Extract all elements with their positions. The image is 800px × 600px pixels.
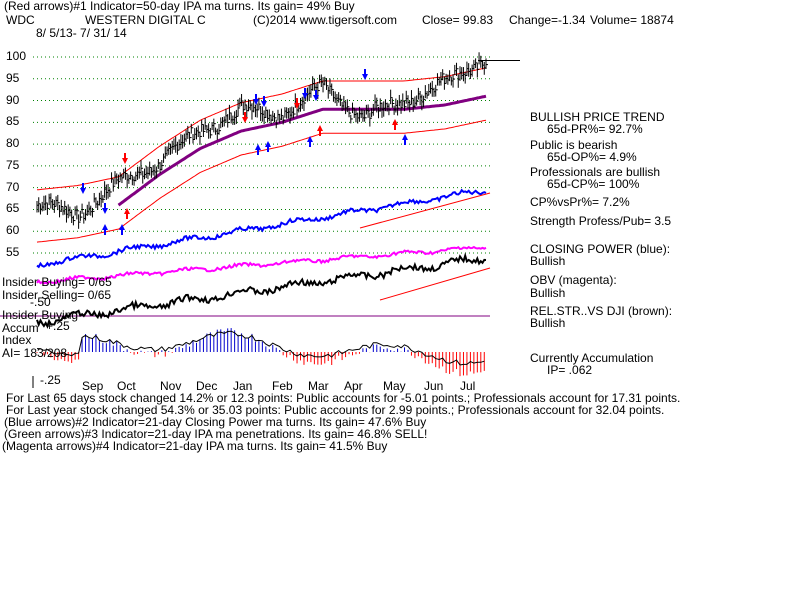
signal-arrow [265, 141, 271, 152]
month-label: Jun [424, 379, 444, 393]
month-label: Jul [460, 379, 476, 393]
y-tick-label: 95 [6, 70, 20, 85]
month-label: Oct [117, 379, 136, 393]
y-tick-label: 55 [6, 245, 20, 259]
trend-label: BULLISH PRICE TREND [530, 110, 665, 124]
y-tick-label: 70 [6, 179, 20, 194]
company-name: WESTERN DIGITAL C [85, 13, 206, 27]
month-label: May [383, 379, 406, 393]
obv-value: Bullish [530, 286, 566, 300]
signal-arrow [242, 112, 248, 123]
signal-arrow [261, 96, 267, 107]
close-value: Close= 99.83 [422, 13, 494, 27]
rs-trendline [379, 267, 491, 301]
y-tick-label: 75 [6, 157, 20, 172]
insider-buying-label: Insider Buying= 0/65 [2, 275, 112, 289]
strength-label: Strength Profess/Pub= 3.5 [530, 214, 672, 228]
header-line1: (Red arrows)#1 Indicator=50-day IPA ma t… [4, 0, 355, 13]
volume-value: Volume= 18874 [590, 13, 674, 27]
signal-arrow [119, 224, 125, 235]
footer-line3: (Blue arrows)#2 Indicator=21-day Closing… [4, 415, 427, 429]
y-tick-label: 85 [6, 114, 20, 129]
month-label: Apr [344, 379, 363, 393]
signal-arrow [402, 134, 408, 145]
footer-line4: (Green arrows)#3 Indicator=21-day IPA ma… [4, 427, 428, 441]
signal-arrow [317, 125, 323, 136]
insider-selling-label: Insider Selling= 0/65 [2, 288, 112, 302]
signal-arrow [362, 69, 368, 80]
accum-ma-line [37, 330, 485, 366]
relstr-value: Bullish [530, 316, 566, 330]
cp-trendline [359, 192, 491, 229]
accumulation-histogram [36, 328, 485, 377]
price-bands [36, 59, 520, 243]
moving-average [117, 94, 487, 207]
signal-arrows [80, 69, 408, 235]
y-tick-label: 100 [6, 49, 27, 63]
month-label: Mar [308, 379, 329, 393]
lower-band [36, 119, 487, 243]
change-value: Change=-1.34 [509, 13, 586, 27]
relstr-label: REL.STR..VS DJI (brown): [530, 304, 673, 318]
month-label: Nov [160, 379, 182, 393]
cpvspr-label: CP%vsPr%= 7.2% [530, 195, 630, 209]
index-label: Index [2, 333, 32, 347]
price-bars [36, 52, 488, 229]
relative-strength-line [36, 252, 487, 329]
signal-arrow [392, 119, 398, 130]
copyright: (C)2014 www.tigersoft.com [253, 13, 398, 27]
minus25-label: -.25 [40, 373, 61, 387]
month-label: Sep [82, 379, 104, 393]
accum-label: Accum [2, 321, 39, 335]
footer-line5: (Magenta arrows)#4 Indicator=21-day IPA … [2, 439, 388, 453]
cp-label: 65d-CP%= 100% [547, 177, 640, 191]
accumulation-label: Currently Accumulation [530, 351, 654, 365]
plus25-label: +.25 [46, 319, 70, 333]
y-tick-label: 90 [6, 92, 20, 107]
signal-arrow [313, 90, 319, 101]
date-range: 8/ 5/13- 7/ 31/ 14 [36, 26, 127, 40]
ai-label: AI= 183/208 [2, 346, 68, 360]
month-label: Jan [233, 379, 253, 393]
signal-arrow [80, 183, 86, 194]
month-label: Dec [196, 379, 218, 393]
month-label: Feb [272, 379, 293, 393]
signal-arrow [255, 144, 261, 155]
closing-power-line [36, 188, 487, 269]
y-tick-label: 65 [6, 201, 20, 216]
pr-label: 65d-PR%= 92.7% [547, 122, 643, 136]
public-label: Public is bearish [530, 138, 618, 152]
y-tick-label: 60 [6, 223, 20, 238]
closing-power-value: Bullish [530, 254, 566, 268]
indicator-lines [36, 188, 491, 329]
footer-line1: For Last 65 days stock changed 14.2% or … [6, 391, 681, 405]
signal-arrow [102, 203, 108, 214]
obv-line [36, 245, 487, 285]
op-label: 65d-OP%= 4.9% [547, 150, 637, 164]
signal-arrow [122, 153, 128, 164]
signal-arrow [302, 88, 308, 99]
insider-buying-label-2: Insider Buying [2, 308, 79, 322]
closing-power-label: CLOSING POWER (blue): [530, 242, 671, 256]
ip-label: IP= .062 [547, 363, 593, 377]
signal-arrow [253, 94, 259, 105]
y-tick-label: 80 [6, 136, 20, 151]
footer-line2: For Last year stock changed 54.3% or 35.… [6, 403, 665, 417]
ticker: WDC [6, 13, 35, 27]
upper-band [36, 67, 487, 191]
signal-arrow [124, 208, 130, 219]
minus50-label: -.50 [30, 295, 51, 309]
signal-arrow [102, 224, 108, 235]
signal-arrow [307, 136, 313, 147]
signal-arrow [294, 98, 300, 109]
pros-label: Professionals are bullish [530, 165, 661, 179]
obv-label: OBV (magenta): [530, 273, 617, 287]
